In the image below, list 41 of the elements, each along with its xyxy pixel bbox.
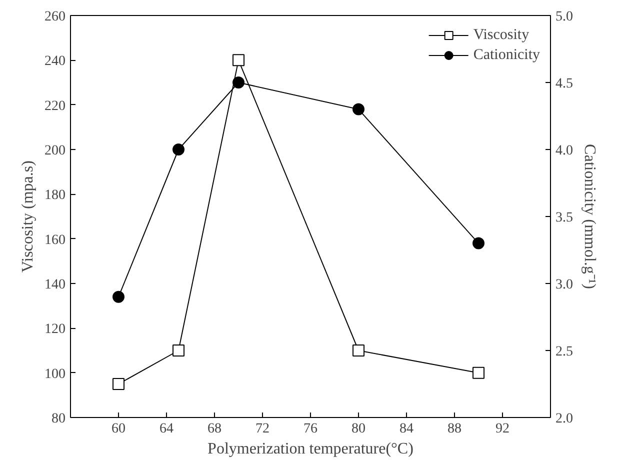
point <box>232 54 244 66</box>
y2-tick-label: 3.5 <box>556 210 573 226</box>
x-tick-label: 80 <box>352 422 366 436</box>
point <box>112 290 124 303</box>
point <box>472 366 484 379</box>
y2-tick-label: 5.0 <box>556 10 573 24</box>
legend-label: Cationicity <box>473 46 540 64</box>
x-tick-label: 72 <box>256 422 270 436</box>
y-tick-label: 200 <box>44 144 66 158</box>
point <box>232 76 244 88</box>
x-tick-label: 60 <box>112 422 126 436</box>
y-tick-label: 160 <box>44 232 66 248</box>
y2-tick-label: 4.0 <box>556 144 573 158</box>
x-tick-label: 68 <box>208 422 222 436</box>
y2-tick-label: 4.5 <box>556 76 573 92</box>
y2-tick-label: 3.0 <box>556 278 573 292</box>
y-tick-label: 240 <box>44 54 66 70</box>
y-tick-label: 100 <box>44 366 66 382</box>
x-tick-label: 84 <box>400 422 414 436</box>
x-tick-label: 64 <box>160 422 174 436</box>
y2-axis-title: Cationicity (mmol.g⁻¹) <box>581 144 598 289</box>
y-tick-label: 180 <box>44 188 66 204</box>
x-axis-title: Polymerization temperature(°C) <box>208 440 414 458</box>
x-tick-label: 76 <box>304 422 318 436</box>
point <box>352 103 364 116</box>
legend-label: Viscosity <box>473 26 530 44</box>
y-tick-label: 260 <box>44 10 66 24</box>
y2-tick-label: 2.5 <box>556 344 573 360</box>
y-tick-label: 220 <box>44 98 66 114</box>
y-axis-title: Viscosity (mpa.s) <box>20 160 36 272</box>
x-tick-label: 88 <box>448 422 462 436</box>
point <box>352 344 364 356</box>
point <box>112 378 124 390</box>
point <box>472 237 484 250</box>
y-tick-label: 80 <box>52 412 66 426</box>
point <box>172 344 184 356</box>
point <box>172 144 184 156</box>
y-tick-label: 120 <box>44 322 66 338</box>
x-tick-label: 92 <box>496 422 510 436</box>
y2-tick-label: 2.0 <box>556 412 573 426</box>
y-tick-label: 140 <box>44 278 66 292</box>
